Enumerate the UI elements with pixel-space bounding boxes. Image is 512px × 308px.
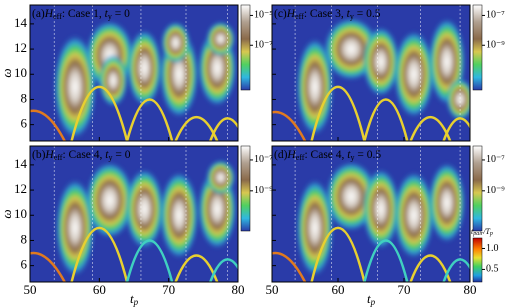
panel [2,146,245,282]
heat-blob [125,168,164,249]
x-label: tp [367,291,376,307]
x-tick-label: 60 [93,282,106,297]
title-part: eff [295,12,304,21]
heat-blob [127,29,162,107]
title-part: : Case 3, [304,8,347,20]
title-part: (a) [32,8,45,20]
y-tick-label: 8 [21,90,28,105]
y-tick-label: 6 [21,257,28,272]
panel-title: (b)Heff: Case 4, ty = 0 [32,149,131,162]
colorbar-tick-label: 10⁻⁷ [486,10,505,21]
colorbar-tick-label: 10⁻⁷ [254,154,273,165]
panel-title: (c)Heff: Case 3, ty = 0.5 [274,8,381,21]
colorbar-tick-label: 10⁻⁹ [254,185,273,196]
colorbar-label-part: p [489,231,493,237]
y-tick-label: 10 [14,206,27,221]
colorbar-tick-label: 0.5 [486,264,499,275]
x-tick-label: 60 [332,282,345,297]
panel [246,5,477,141]
colorbar [241,5,250,90]
colorbar [241,146,250,231]
title-part: eff [296,153,305,162]
colorbar-tick-label: 10⁻⁵ [254,10,273,21]
title-part: : Case 4, [62,149,105,161]
heat-blob [394,30,435,118]
title-part: eff [54,153,63,162]
heat-blob [394,171,435,259]
title-part: = 0.5 [354,8,381,20]
title-part: = 0 [112,149,130,161]
y-tick-label: 12 [14,181,27,196]
panel-title: (d)Heff: Case 4, ty = 0.5 [274,149,381,162]
heat-blob [206,21,235,56]
colorbar [473,5,482,90]
title-part: (d) [274,149,288,161]
title-part: : Case 4, [304,149,347,161]
x-tick-label: 80 [232,282,245,297]
colorbar-tick-label: 10⁻⁷ [486,154,505,165]
colorbar-tick-label: 10⁻⁷ [254,40,273,51]
title-part: : Case 1, [62,8,105,20]
y-label: ω [0,68,14,77]
y-tick-label: 14 [14,156,28,171]
colorbar-tick-label: 1.0 [486,243,499,254]
heat-blob [206,160,235,195]
y-tick-label: 14 [14,15,28,30]
x-label-part: p [370,297,376,307]
x-label-part: p [133,297,139,307]
panel [246,146,477,282]
title-part: = 0 [112,8,130,20]
colorbar-label-part: pair [472,231,484,237]
heat-blob [160,171,199,259]
title-part: eff [53,12,62,21]
title-part: (c) [274,8,287,20]
colorbar-tick-label: 10⁻⁹ [486,185,505,196]
y-label: ω [0,209,14,218]
y-tick-label: 6 [21,116,28,131]
title-part: (b) [32,149,46,161]
x-tick-label: 50 [266,282,279,297]
panel-title: (a)Heff: Case 1, ty = 0 [32,8,130,21]
colorbar [473,238,482,282]
heat-blob [362,26,399,97]
colorbar-tick-label: 10⁻⁹ [486,40,505,51]
x-tick-label: 70 [162,282,175,297]
title-part: = 0.5 [354,149,381,161]
y-tick-label: 8 [21,231,28,246]
x-tick-label: 80 [464,282,477,297]
colorbar [473,146,482,231]
panel [2,5,245,141]
y-tick-label: 10 [14,65,27,80]
x-tick-label: 50 [24,282,37,297]
x-tick-label: 70 [398,282,411,297]
y-tick-label: 12 [14,40,27,55]
x-label: tp [130,291,139,307]
